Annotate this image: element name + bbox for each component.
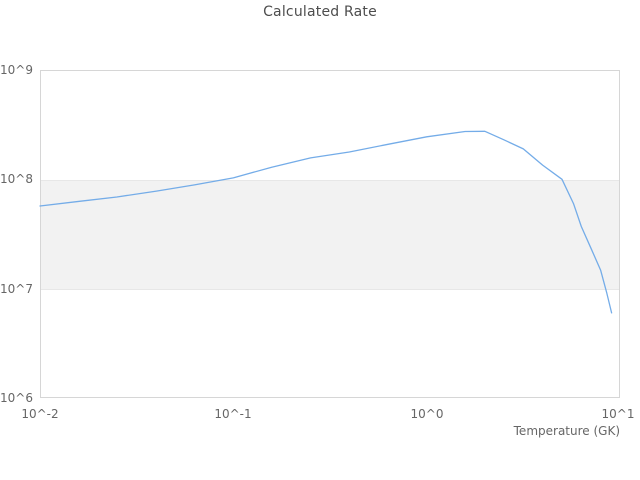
x-tick-label: 10^-2 [21,407,59,421]
x-tick-label: 10^1 [601,407,635,421]
x-tick-label: 10^0 [410,407,444,421]
x-axis-label: Temperature (GK) [513,424,620,438]
plot-area [40,70,620,398]
y-tick-label: 10^7 [0,282,33,296]
y-tick-label: 10^9 [0,63,33,77]
y-tick-label: 10^6 [0,391,33,405]
y-tick-label: 10^8 [0,172,33,186]
x-tick-label: 10^-1 [214,407,252,421]
chart-title: Calculated Rate [263,4,377,20]
grid-band [41,180,619,290]
